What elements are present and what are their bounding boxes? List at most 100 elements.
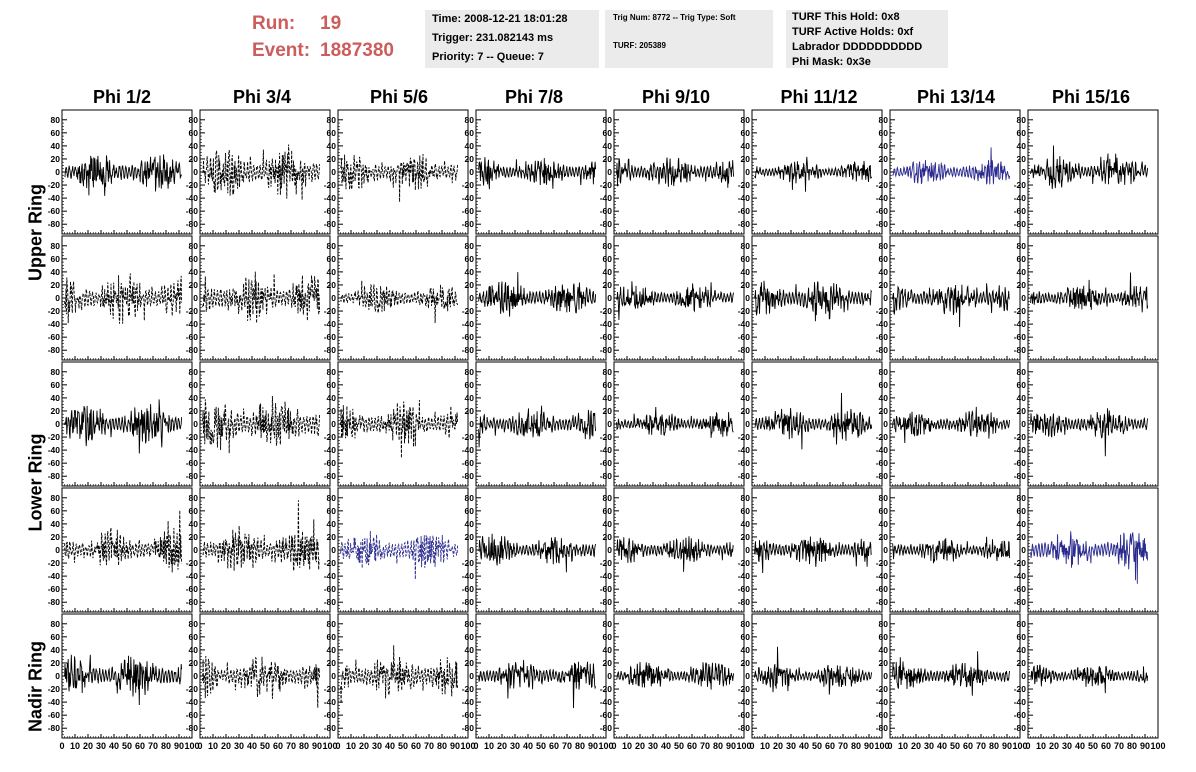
y-tick-label: 0 [331,545,336,555]
y-tick-label: 0 [55,419,60,429]
x-tick-label: 20 [1049,741,1059,751]
y-tick-label: 40 [189,519,199,529]
y-tick-label: 40 [741,519,751,529]
y-tick-label: -40 [48,193,61,203]
y-tick-label: 80 [51,493,61,503]
y-tick-label: -80 [324,345,337,355]
y-tick-label: 40 [465,267,475,277]
y-tick-label: 60 [741,380,751,390]
y-tick-label: -60 [186,584,199,594]
x-tick-label: 40 [523,741,533,751]
y-tick-label: 40 [1017,645,1027,655]
y-tick-label: 40 [327,393,337,403]
y-tick-label: -80 [462,723,475,733]
y-tick-label: -20 [600,306,613,316]
x-tick-label: 70 [286,741,296,751]
y-tick-label: -20 [1014,432,1027,442]
y-tick-label: 20 [51,658,61,668]
x-tick-label: 80 [713,741,723,751]
y-tick-label: -60 [324,332,337,342]
x-tick-label: 80 [1127,741,1137,751]
event-value: 1887380 [320,40,394,61]
y-tick-label: -20 [186,684,199,694]
y-tick-label: 20 [879,532,889,542]
y-tick-label: -60 [186,458,199,468]
y-tick-label: 0 [745,671,750,681]
y-tick-label: -80 [600,219,613,229]
y-tick-label: 0 [469,545,474,555]
y-tick-label: -80 [876,723,889,733]
y-tick-label: 80 [465,619,475,629]
x-tick-label: 10 [208,741,218,751]
y-tick-label: 40 [741,645,751,655]
y-tick-label: -60 [462,710,475,720]
y-tick-label: 20 [327,280,337,290]
y-tick-label: -40 [462,697,475,707]
x-tick-label: 30 [372,741,382,751]
y-tick-label: -60 [1014,458,1027,468]
y-tick-label: 80 [603,241,613,251]
y-tick-label: 60 [603,380,613,390]
x-tick-label: 20 [221,741,231,751]
y-tick-label: -80 [600,471,613,481]
y-tick-label: -40 [48,697,61,707]
y-tick-label: 0 [469,167,474,177]
y-tick-label: 40 [603,645,613,655]
trigger-text: Trigger: 231.082143 ms [432,32,554,44]
y-tick-label: -80 [600,345,613,355]
y-tick-label: -60 [600,458,613,468]
y-tick-label: 20 [879,154,889,164]
y-tick-label: -40 [186,445,199,455]
y-tick-label: -80 [1014,471,1027,481]
y-tick-label: 40 [879,645,889,655]
x-tick-label: 30 [234,741,244,751]
y-tick-label: 80 [879,241,889,251]
y-tick-label: 40 [189,393,199,403]
y-tick-label: -40 [324,445,337,455]
y-tick-label: 20 [741,658,751,668]
waveform-trace [202,144,321,200]
y-tick-label: -60 [738,206,751,216]
y-tick-label: 80 [879,619,889,629]
trig-num-box: Trig Num: 8772 -- Trig Type: Soft TURF: … [605,10,773,68]
y-tick-label: -20 [1014,306,1027,316]
y-tick-label: -60 [738,710,751,720]
y-tick-label: 80 [741,115,751,125]
y-tick-label: -80 [1014,345,1027,355]
y-tick-label: 0 [193,419,198,429]
y-tick-label: 20 [327,658,337,668]
y-tick-label: 40 [603,141,613,151]
waveform-trace [340,530,459,580]
y-tick-label: -60 [876,206,889,216]
y-tick-label: 20 [603,532,613,542]
time-trigger-box: Time: 2008-12-21 18:01:28 Trigger: 231.0… [425,10,599,68]
y-tick-label: -20 [876,306,889,316]
turf-text: TURF: 205389 [613,41,666,50]
y-tick-label: 20 [1017,406,1027,416]
x-tick-label: 20 [359,741,369,751]
x-tick-label: 20 [773,741,783,751]
waveform-trace [754,156,873,192]
y-tick-label: -40 [1014,319,1027,329]
x-tick-label: 90 [1002,741,1012,751]
x-tick-label: 90 [174,741,184,751]
y-tick-label: -80 [1014,219,1027,229]
x-tick-label: 20 [635,741,645,751]
x-tick-label: 10 [898,741,908,751]
y-tick-label: 20 [741,406,751,416]
x-tick-label: 80 [851,741,861,751]
y-tick-label: -40 [324,193,337,203]
y-tick-label: -40 [876,445,889,455]
y-tick-label: 80 [879,493,889,503]
y-tick-label: 0 [55,167,60,177]
y-tick-label: -80 [186,471,199,481]
turf-holds-box: TURF This Hold: 0x8 TURF Active Holds: 0… [786,10,948,68]
y-tick-label: 20 [327,532,337,542]
y-tick-label: 40 [603,393,613,403]
y-tick-label: 0 [469,419,474,429]
panel-frame [199,487,331,613]
x-tick-label: 10 [484,741,494,751]
y-tick-label: 0 [745,293,750,303]
waveform-trace [478,272,597,317]
